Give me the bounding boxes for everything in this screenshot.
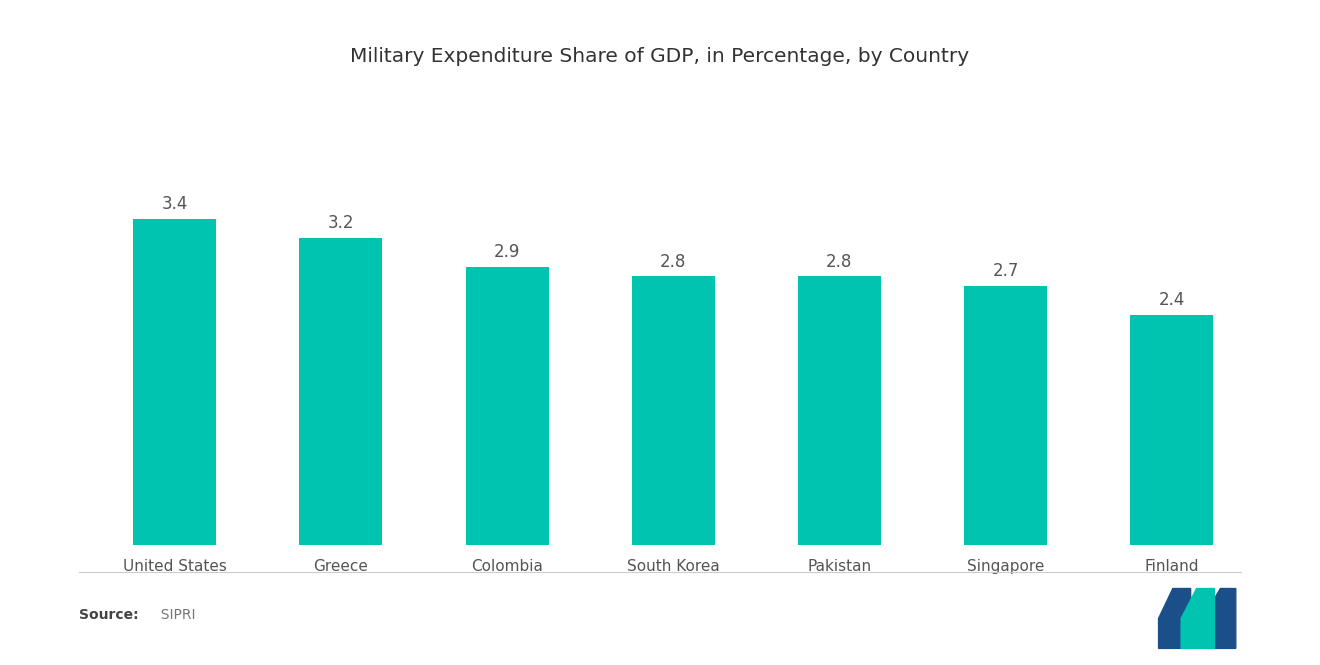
Text: 2.9: 2.9	[494, 243, 520, 261]
Polygon shape	[1181, 589, 1214, 648]
Bar	[466, 267, 549, 545]
Text: Source:: Source:	[79, 608, 139, 622]
Bar	[300, 238, 383, 545]
Text: 2.7: 2.7	[993, 262, 1019, 280]
Polygon shape	[1205, 589, 1236, 648]
Text: Military Expenditure Share of GDP, in Percentage, by Country: Military Expenditure Share of GDP, in Pe…	[350, 47, 970, 66]
Text: 3.2: 3.2	[327, 214, 354, 232]
Polygon shape	[1159, 589, 1191, 648]
Text: 2.4: 2.4	[1159, 291, 1185, 309]
Text: 2.8: 2.8	[826, 253, 853, 271]
Bar	[797, 277, 880, 545]
Bar	[1130, 315, 1213, 545]
Bar	[632, 277, 714, 545]
Bar	[133, 219, 216, 545]
Text: 2.8: 2.8	[660, 253, 686, 271]
Bar	[964, 286, 1047, 545]
Text: SIPRI: SIPRI	[152, 608, 195, 622]
Text: 3.4: 3.4	[161, 195, 187, 213]
